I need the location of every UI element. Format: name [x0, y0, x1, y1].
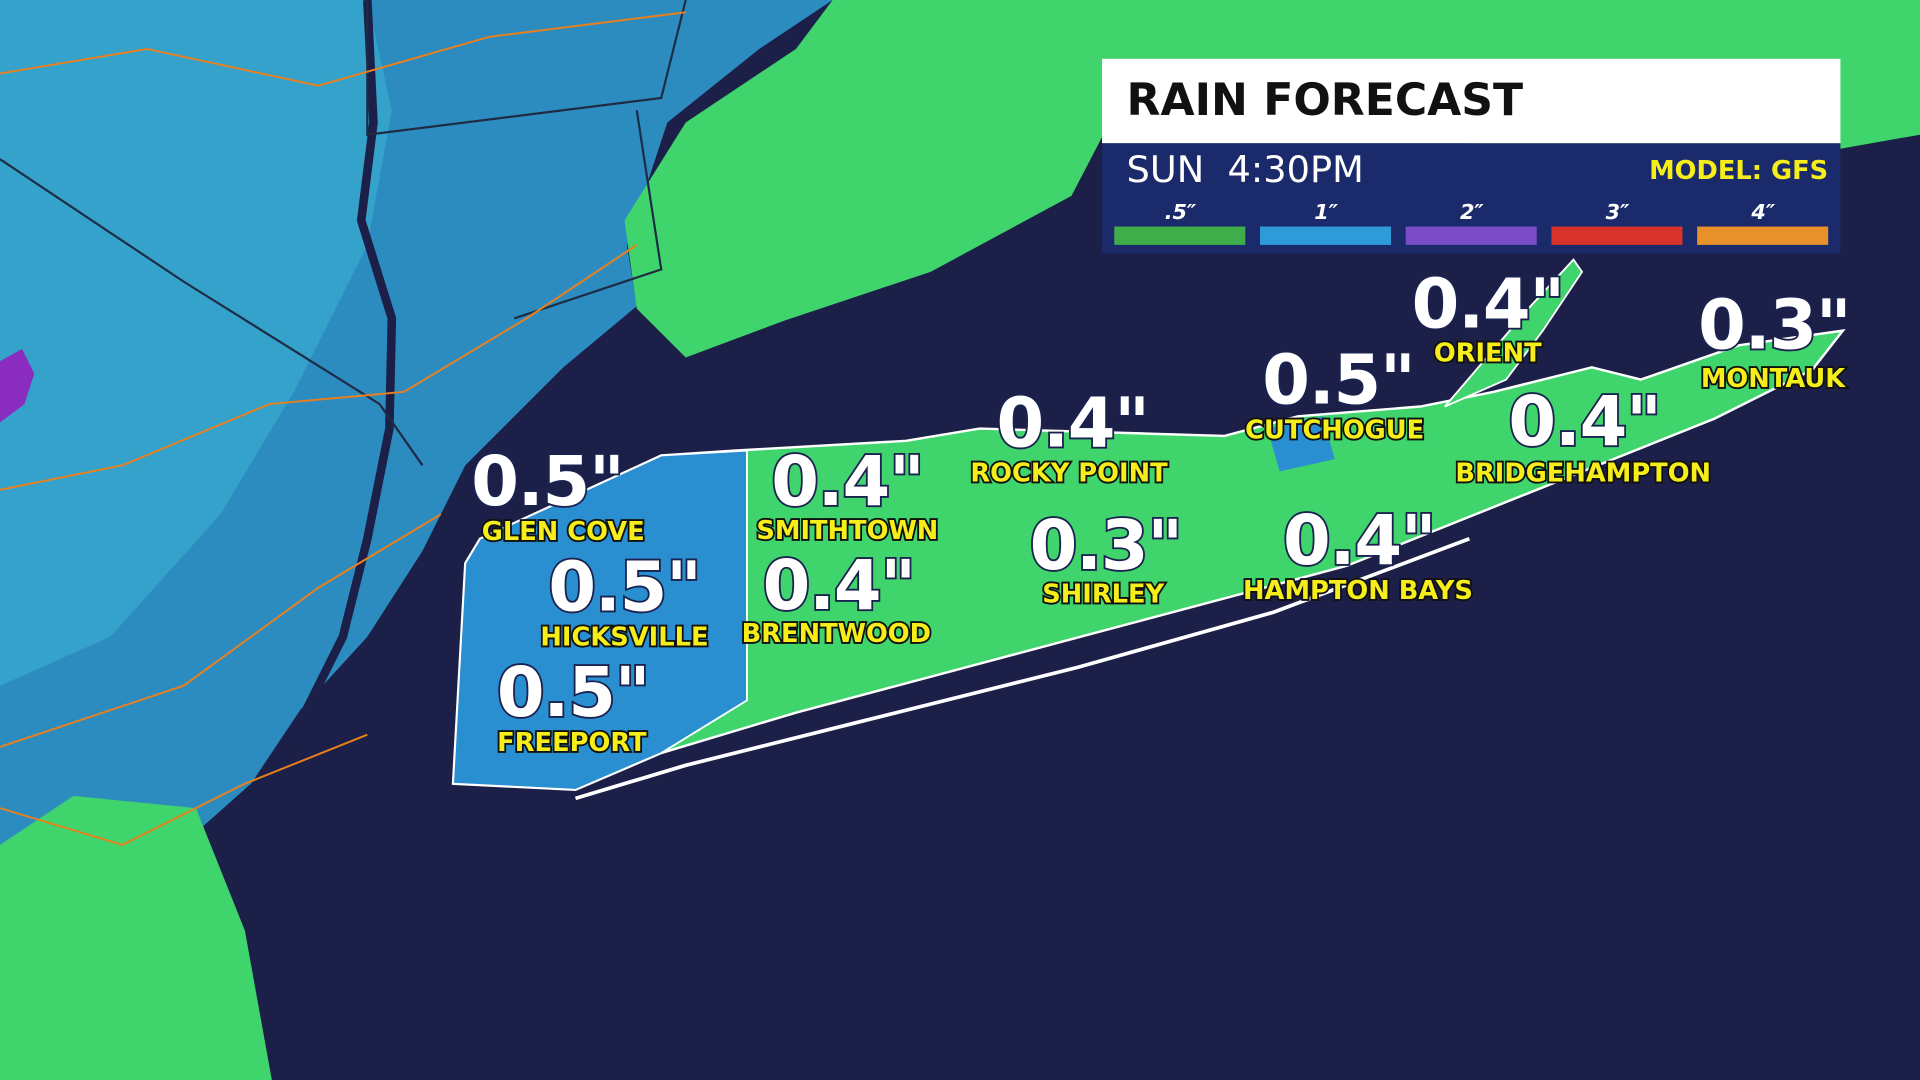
- location-name: CUTCHOGUE: [1245, 416, 1424, 446]
- hudson-river: [247, 0, 397, 799]
- heavy-rain-spot: [0, 348, 35, 423]
- nassau-rain: [452, 449, 748, 791]
- legend-label: 1″: [1314, 200, 1338, 224]
- rain-amount: 0.4": [763, 546, 915, 626]
- rain-amount: 0.5": [548, 547, 700, 627]
- north-fork: [1444, 258, 1584, 408]
- road: [0, 733, 368, 846]
- location-name: ORIENT: [1434, 338, 1542, 368]
- legend-label: 3″: [1606, 200, 1630, 224]
- land-green-south: [0, 795, 272, 1080]
- location-name: HICKSVILLE: [540, 622, 708, 652]
- location-name: GLEN COVE: [482, 517, 645, 547]
- state-border: [366, 0, 687, 136]
- rain-amount: 0.5": [1262, 341, 1414, 421]
- location-name: SMITHTOWN: [756, 516, 938, 546]
- rain-amount: 0.4": [1283, 501, 1435, 581]
- road: [0, 244, 638, 491]
- legend-swatch: [1114, 226, 1246, 245]
- location-name: BRIDGEHAMPTON: [1455, 458, 1711, 488]
- panel-title: RAIN FORECAST: [1127, 75, 1524, 126]
- location-name: HAMPTON BAYS: [1243, 576, 1473, 606]
- model-label: MODEL: GFS: [1649, 156, 1828, 186]
- road: [0, 11, 686, 87]
- bay-blue: [1267, 416, 1335, 472]
- legend-swatch: [1697, 226, 1829, 245]
- rain-amount: 0.4": [997, 383, 1149, 463]
- legend-label: 2″: [1460, 200, 1484, 224]
- rain-amount: 0.5": [471, 442, 623, 522]
- rain-amount: 0.4": [771, 442, 923, 522]
- legend-swatch: [1260, 226, 1392, 245]
- rain-amount: 0.3": [1030, 506, 1182, 586]
- legend-label: .5″: [1165, 200, 1197, 224]
- location-name: MONTAUK: [1701, 364, 1846, 394]
- location-name: BRENTWOOD: [742, 619, 931, 649]
- land-cyan: [0, 0, 392, 686]
- state-border: [0, 158, 424, 466]
- legend-label: 4″: [1750, 200, 1775, 224]
- rain-amount: 0.5": [497, 653, 649, 733]
- location-name: ROCKY POINT: [970, 458, 1168, 488]
- rain-amount: 0.4": [1412, 265, 1564, 345]
- panel-header: [1102, 58, 1841, 144]
- long-island: [451, 328, 1846, 792]
- location-name: SHIRLEY: [1042, 580, 1164, 610]
- legend-swatch: [1405, 226, 1537, 245]
- road: [0, 513, 442, 748]
- barrier-beach: [574, 537, 1471, 801]
- state-border: [513, 110, 663, 320]
- forecast-time: SUN 4:30PM: [1127, 148, 1364, 191]
- legend-swatch: [1551, 226, 1683, 245]
- rain-amount: 0.4": [1508, 382, 1660, 462]
- location-name: FREEPORT: [497, 728, 647, 758]
- rain-amount: 0.3": [1698, 285, 1850, 365]
